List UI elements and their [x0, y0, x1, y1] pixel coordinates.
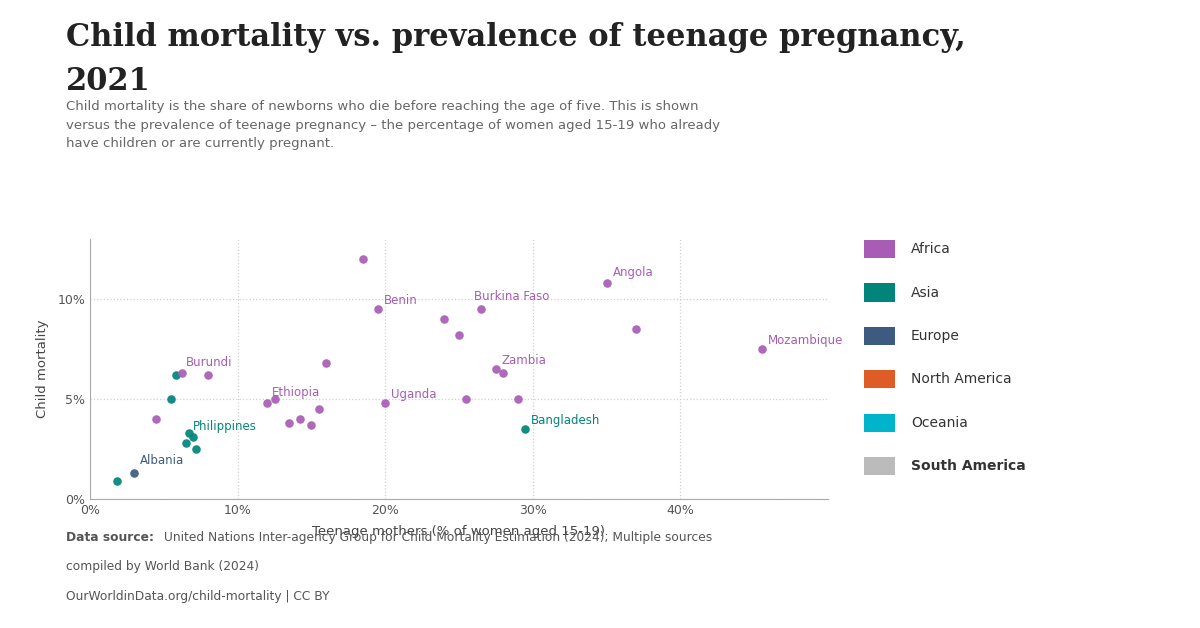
Text: Data source:: Data source: — [66, 531, 154, 544]
Point — [290, 414, 310, 424]
Point — [187, 444, 206, 454]
Text: Zambia: Zambia — [502, 354, 547, 367]
FancyBboxPatch shape — [864, 283, 895, 301]
Point — [493, 368, 512, 378]
Text: United Nations Inter-agency Group for Child Mortality Estimation (2024); Multipl: United Nations Inter-agency Group for Ch… — [160, 531, 712, 544]
Point — [280, 418, 299, 428]
Point — [302, 420, 322, 430]
FancyBboxPatch shape — [864, 240, 895, 258]
Text: Philippines: Philippines — [193, 420, 257, 433]
Text: OurWorldinData.org/child-mortality | CC BY: OurWorldinData.org/child-mortality | CC … — [66, 590, 330, 603]
Point — [486, 364, 505, 374]
Point — [176, 438, 196, 448]
Text: compiled by World Bank (2024): compiled by World Bank (2024) — [66, 560, 259, 573]
Point — [125, 468, 144, 479]
Text: Child mortality is the share of newborns who die before reaching the age of five: Child mortality is the share of newborns… — [66, 100, 720, 151]
Text: North America: North America — [911, 372, 1012, 386]
Point — [310, 404, 329, 414]
Text: Benin: Benin — [384, 294, 418, 307]
X-axis label: Teenage mothers (% of women aged 15-19): Teenage mothers (% of women aged 15-19) — [312, 526, 606, 538]
FancyBboxPatch shape — [864, 371, 895, 389]
Point — [354, 254, 373, 264]
Text: Oceania: Oceania — [911, 416, 968, 430]
Point — [457, 394, 476, 404]
Point — [146, 414, 166, 424]
Point — [184, 432, 203, 442]
Text: Angola: Angola — [612, 266, 653, 279]
Point — [317, 358, 336, 368]
FancyBboxPatch shape — [864, 414, 895, 432]
Point — [265, 394, 284, 404]
Text: Uganda: Uganda — [391, 388, 437, 401]
Point — [162, 394, 181, 404]
Point — [626, 324, 646, 334]
Text: Mozambique: Mozambique — [768, 334, 842, 347]
Point — [509, 394, 528, 404]
Text: Burkina Faso: Burkina Faso — [474, 290, 550, 303]
Text: Asia: Asia — [911, 286, 940, 300]
Text: Child mortality vs. prevalence of teenage pregnancy,: Child mortality vs. prevalence of teenag… — [66, 22, 966, 53]
FancyBboxPatch shape — [864, 327, 895, 345]
Text: Albania: Albania — [140, 454, 185, 467]
Text: Burundi: Burundi — [186, 356, 233, 369]
Point — [472, 304, 491, 314]
Point — [179, 428, 198, 438]
Point — [376, 398, 395, 408]
Text: Africa: Africa — [911, 242, 950, 256]
Text: Bangladesh: Bangladesh — [532, 414, 601, 427]
Y-axis label: Child mortality: Child mortality — [36, 320, 49, 418]
Point — [368, 304, 388, 314]
Text: Our World
in Data: Our World in Data — [1063, 33, 1147, 67]
Point — [449, 330, 468, 340]
FancyBboxPatch shape — [864, 457, 895, 475]
Point — [198, 370, 217, 380]
Text: Ethiopia: Ethiopia — [271, 386, 319, 399]
Point — [434, 314, 454, 324]
Point — [258, 398, 277, 408]
Point — [596, 278, 617, 288]
Point — [166, 370, 185, 380]
Text: Europe: Europe — [911, 329, 960, 343]
Point — [752, 344, 772, 354]
Text: 2021: 2021 — [66, 66, 151, 97]
Point — [516, 424, 535, 434]
Point — [107, 476, 126, 486]
Point — [172, 368, 191, 378]
Text: South America: South America — [911, 459, 1026, 474]
